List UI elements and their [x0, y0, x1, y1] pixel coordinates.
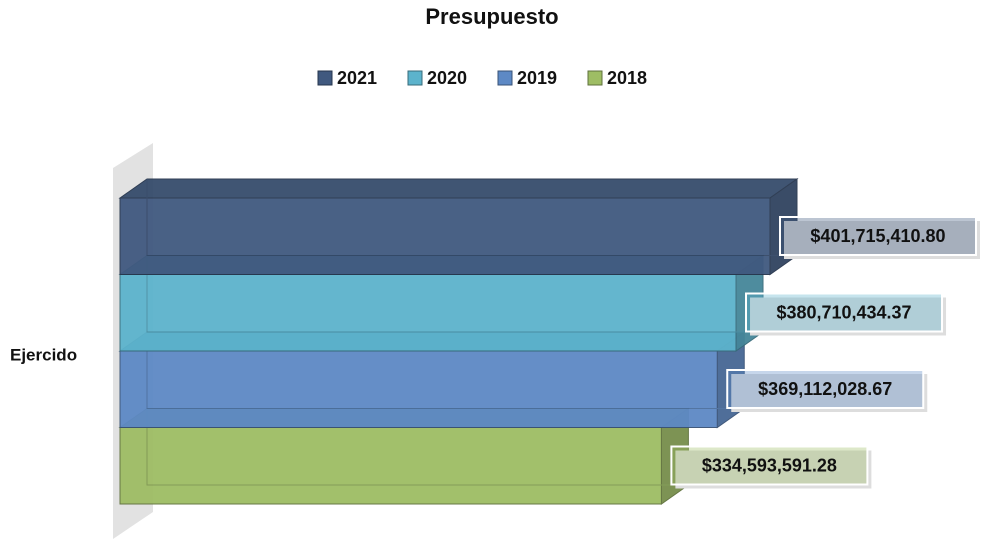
chart-title: Presupuesto [425, 4, 558, 29]
value-label-box [670, 445, 869, 486]
bar [119, 350, 718, 428]
bar [119, 197, 771, 275]
legend-swatch [497, 70, 513, 86]
value-label-box [726, 369, 925, 409]
legend-label: 2019 [517, 68, 557, 88]
bar-top [118, 178, 799, 199]
legend-label: 2018 [607, 68, 647, 88]
value-label-shadow [750, 297, 947, 336]
y-tick-label: Ejercido [10, 345, 77, 364]
value-label: $401,715,410.80 [810, 226, 945, 246]
legend-swatch [317, 70, 333, 86]
legend-swatch [407, 70, 423, 86]
value-label-shadow [675, 450, 872, 489]
value-label-box [745, 292, 944, 333]
value-label: $369,112,028.67 [758, 379, 892, 399]
bar-group [118, 178, 799, 276]
legend-label: 2020 [427, 68, 467, 88]
value-label: $380,710,434.37 [776, 302, 911, 322]
bar-inner-edge [146, 179, 797, 256]
bar-inner-edge [146, 255, 764, 333]
value-label: $334,593,591.28 [702, 455, 837, 475]
bar [119, 274, 737, 352]
value-label-shadow [731, 374, 928, 412]
bar-inner-edge [146, 408, 689, 486]
value-label-shadow [784, 221, 980, 259]
legend-swatch [587, 70, 603, 86]
value-label-box [779, 216, 977, 256]
bar-inner-edge [146, 332, 745, 409]
legend-label: 2021 [337, 68, 377, 88]
bar [119, 427, 662, 505]
